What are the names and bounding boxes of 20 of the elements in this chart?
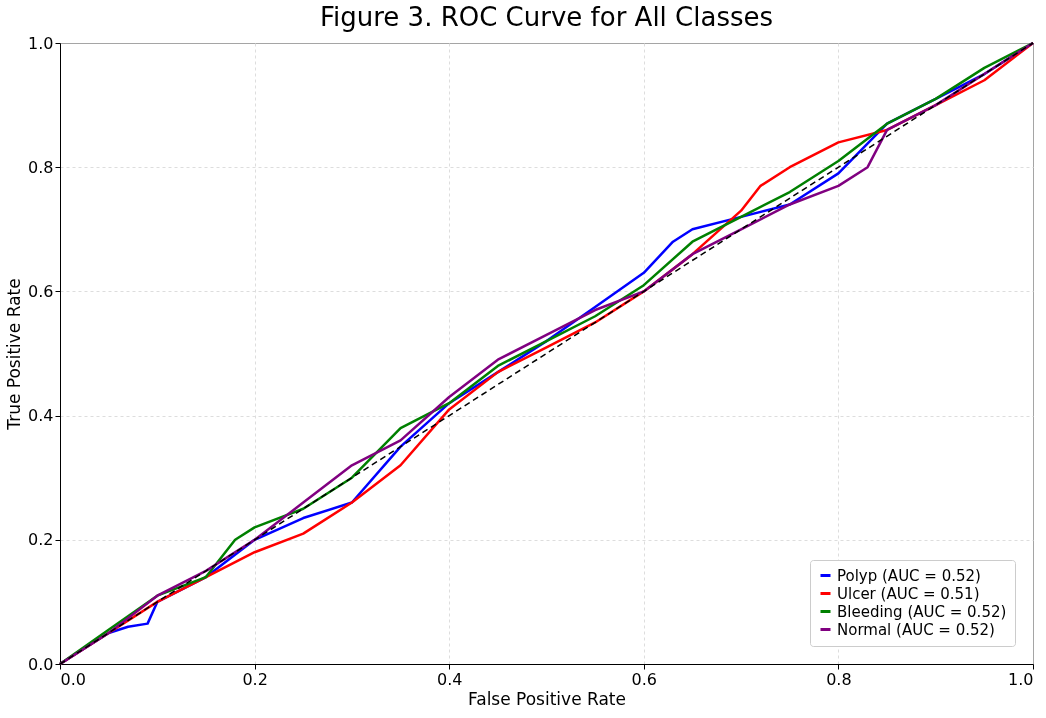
y-tick-label: 0.8 (28, 157, 54, 177)
x-tick-label: 0.8 (826, 669, 852, 689)
y-tick-label: 0.0 (28, 654, 54, 674)
y-tick-label: 0.2 (28, 530, 54, 550)
y-axis-title: True Positive Rate (4, 278, 25, 431)
x-axis-title: False Positive Rate (468, 688, 626, 709)
chart-title: Figure 3. ROC Curve for All Classes (319, 2, 774, 32)
y-tick-label: 0.6 (28, 281, 54, 301)
y-tick-label: 1.0 (28, 33, 54, 53)
x-tick-label: 0.6 (631, 669, 658, 689)
x-tick-label: 0.0 (60, 669, 86, 689)
y-tick-label: 0.4 (28, 406, 54, 426)
line-series (58, 41, 1035, 666)
legend-label: Bleeding (AUC = 0.52) (837, 602, 1007, 621)
x-tick-label: 0.2 (242, 669, 268, 689)
legend-label: Ulcer (AUC = 0.51) (837, 584, 980, 603)
x-tick-label: 0.4 (436, 669, 463, 689)
x-tick-label: 1.0 (1008, 669, 1034, 689)
legend-label: Polyp (AUC = 0.52) (837, 566, 981, 585)
legend-label: Normal (AUC = 0.52) (837, 620, 995, 639)
